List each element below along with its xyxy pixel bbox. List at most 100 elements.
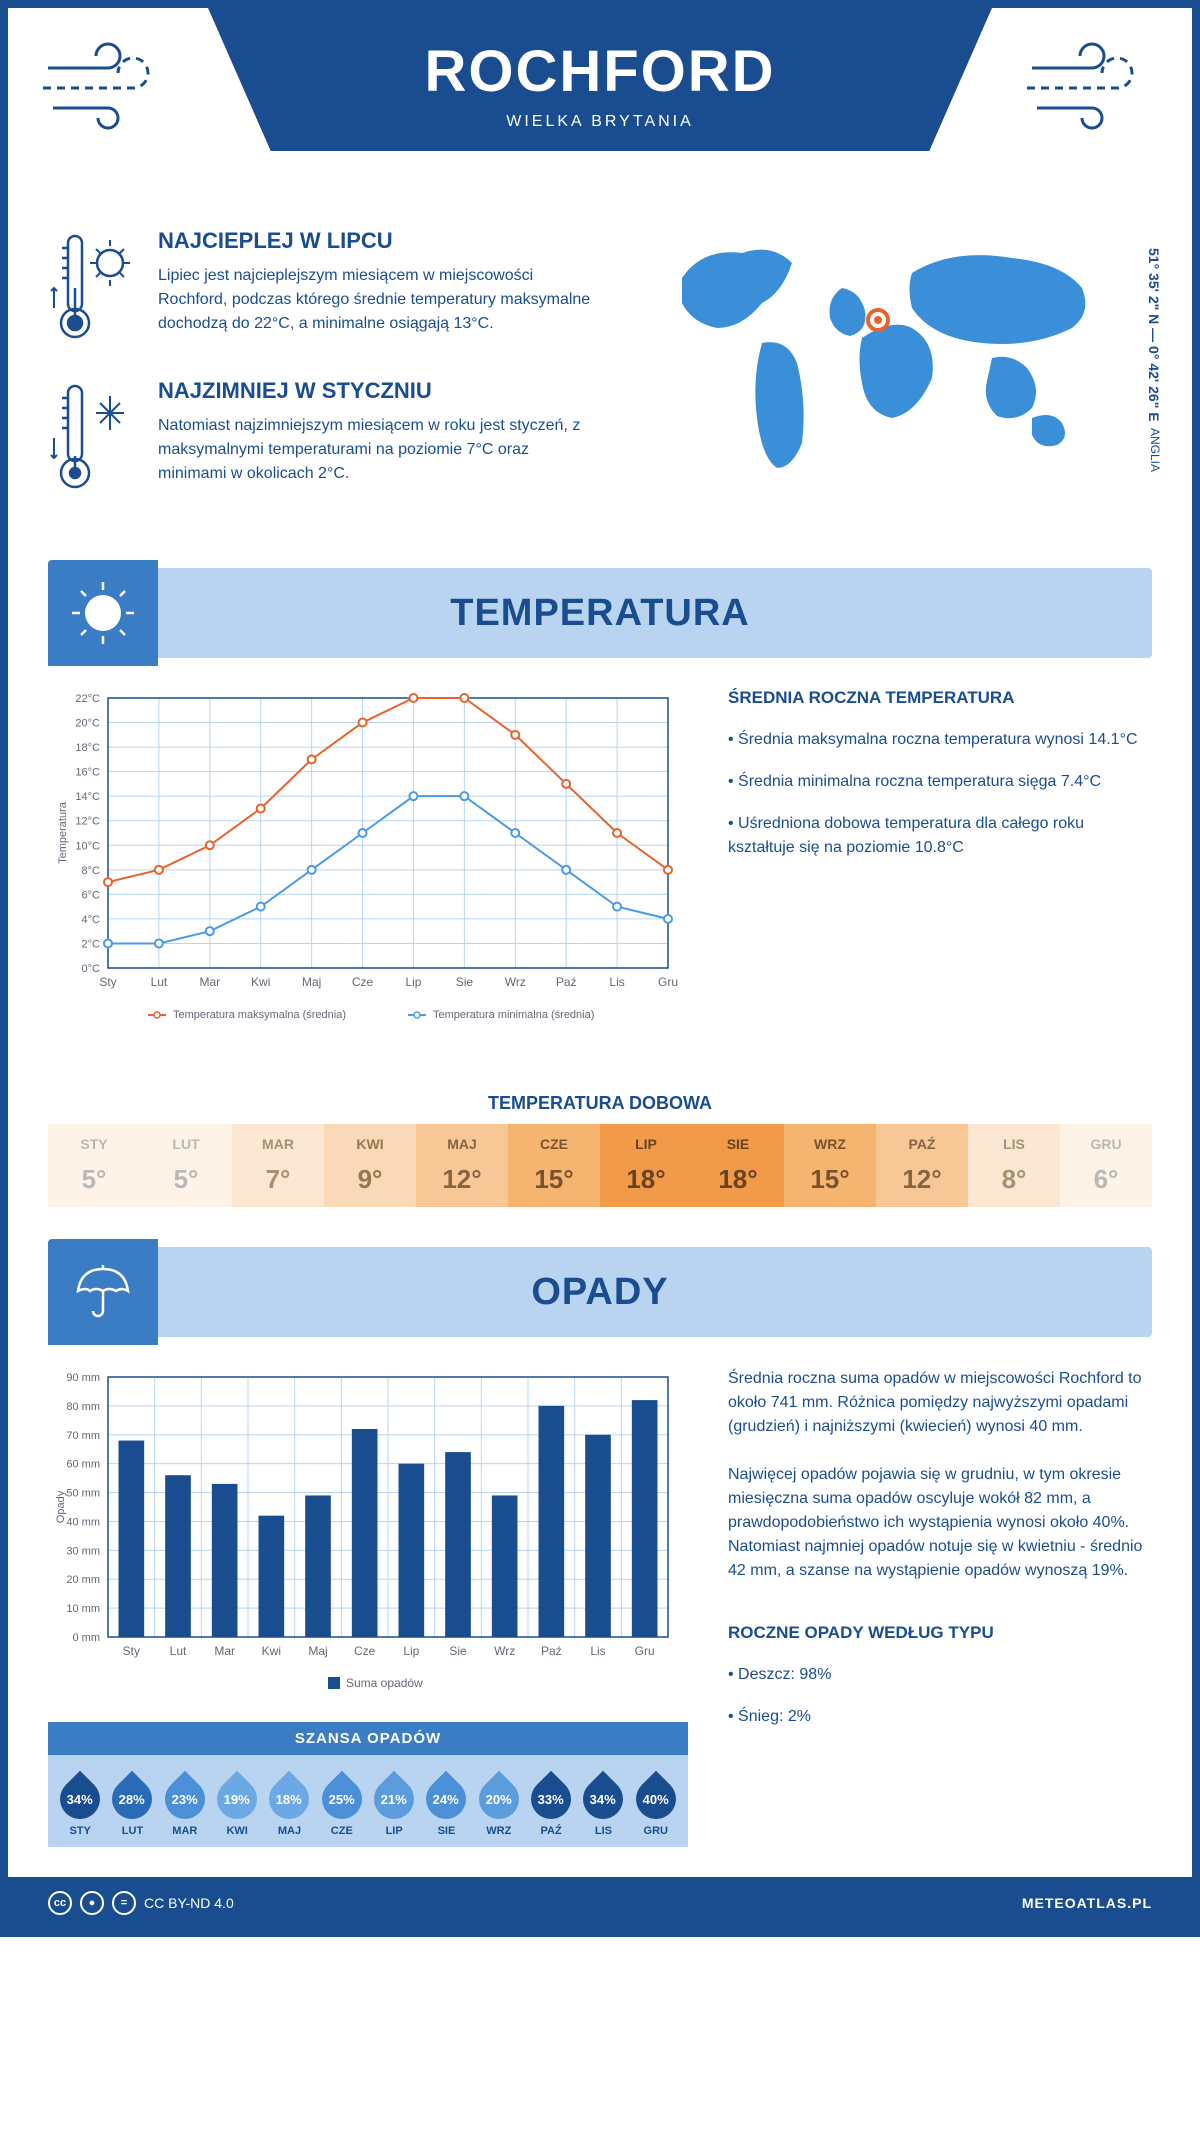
svg-text:Maj: Maj (308, 1644, 327, 1658)
hottest-text: Lipiec jest najcieplejszym miesiącem w m… (158, 264, 592, 336)
svg-text:Kwi: Kwi (251, 975, 270, 989)
svg-text:14°C: 14°C (75, 791, 100, 803)
svg-text:Gru: Gru (635, 1644, 655, 1658)
svg-text:22°C: 22°C (75, 693, 100, 705)
daily-temp-cell: STY5° (48, 1124, 140, 1207)
chance-drop: 28%LUT (106, 1769, 158, 1837)
svg-text:Suma opadów: Suma opadów (346, 1676, 423, 1690)
svg-text:Mar: Mar (214, 1644, 235, 1658)
thermometer-sun-icon (48, 228, 138, 348)
chance-drop: 20%WRZ (473, 1769, 525, 1837)
svg-text:0°C: 0°C (82, 963, 101, 975)
chance-drop: 25%CZE (316, 1769, 368, 1837)
svg-text:Sie: Sie (449, 1644, 467, 1658)
svg-text:10°C: 10°C (75, 840, 100, 852)
svg-text:Cze: Cze (354, 1644, 376, 1658)
temperature-title: TEMPERATURA (450, 592, 750, 635)
coordinates: 51° 35' 2" N — 0° 42' 26" E (1146, 248, 1162, 422)
chance-drop: 33%PAŹ (525, 1769, 577, 1837)
rain-paragraph: Średnia roczna suma opadów w miejscowośc… (728, 1367, 1152, 1439)
daily-temp-cell: SIE18° (692, 1124, 784, 1207)
svg-text:Wrz: Wrz (505, 975, 526, 989)
chance-drop: 21%LIP (368, 1769, 420, 1837)
world-map: 51° 35' 2" N — 0° 42' 26" E ANGLIA (632, 228, 1152, 528)
svg-text:Opady: Opady (55, 1490, 67, 1523)
daily-temp-cell: GRU6° (1060, 1124, 1152, 1207)
daily-temp-title: TEMPERATURA DOBOWA (8, 1093, 1192, 1114)
site-name: METEOATLAS.PL (1022, 1895, 1152, 1911)
temperature-summary: ŚREDNIA ROCZNA TEMPERATURA • Średnia mak… (728, 688, 1152, 1043)
svg-text:Temperatura minimalna (średnia: Temperatura minimalna (średnia) (433, 1009, 594, 1021)
svg-text:18°C: 18°C (75, 742, 100, 754)
daily-temp-cell: PAŹ12° (876, 1124, 968, 1207)
svg-text:Gru: Gru (658, 975, 678, 989)
temp-bullet: • Średnia maksymalna roczna temperatura … (728, 728, 1152, 752)
svg-text:Kwi: Kwi (262, 1644, 281, 1658)
daily-temp-cell: LUT5° (140, 1124, 232, 1207)
daily-temp-cell: LIS8° (968, 1124, 1060, 1207)
city-name: ROCHFORD (208, 38, 992, 105)
svg-text:90 mm: 90 mm (66, 1372, 100, 1384)
title-banner: ROCHFORD WIELKA BRYTANIA (208, 8, 992, 151)
svg-text:Sie: Sie (456, 975, 474, 989)
svg-text:Sty: Sty (99, 975, 116, 989)
svg-text:30 mm: 30 mm (66, 1545, 100, 1557)
svg-text:Paź: Paź (541, 1644, 562, 1658)
daily-temp-cell: KWI9° (324, 1124, 416, 1207)
svg-text:4°C: 4°C (82, 914, 101, 926)
svg-text:2°C: 2°C (82, 938, 101, 950)
svg-text:50 mm: 50 mm (66, 1488, 100, 1500)
svg-text:Lut: Lut (170, 1644, 187, 1658)
chance-drop: 23%MAR (159, 1769, 211, 1837)
svg-text:6°C: 6°C (82, 889, 101, 901)
precipitation-chart: 0 mm10 mm20 mm30 mm40 mm50 mm60 mm70 mm8… (48, 1367, 688, 1702)
daily-temp-cell: LIP18° (600, 1124, 692, 1207)
country-name: WIELKA BRYTANIA (208, 113, 992, 131)
hottest-title: NAJCIEPLEJ W LIPCU (158, 228, 592, 254)
svg-text:16°C: 16°C (75, 767, 100, 779)
svg-text:8°C: 8°C (82, 865, 101, 877)
chance-drop: 24%SIE (420, 1769, 472, 1837)
svg-text:Lut: Lut (151, 975, 168, 989)
svg-text:0 mm: 0 mm (73, 1632, 101, 1644)
header: ROCHFORD WIELKA BRYTANIA (8, 8, 1192, 208)
svg-text:20°C: 20°C (75, 718, 100, 730)
svg-text:70 mm: 70 mm (66, 1430, 100, 1442)
nd-icon: = (112, 1891, 136, 1915)
wind-icon (1022, 38, 1162, 138)
rain-type-title: ROCZNE OPADY WEDŁUG TYPU (728, 1623, 1152, 1643)
by-icon: ● (80, 1891, 104, 1915)
svg-text:Lis: Lis (590, 1644, 605, 1658)
daily-temp-cell: WRZ15° (784, 1124, 876, 1207)
rain-type-bullet: • Śnieg: 2% (728, 1705, 1152, 1729)
temperature-section-header: TEMPERATURA (48, 568, 1152, 658)
chance-drop: 19%KWI (211, 1769, 263, 1837)
daily-temp-cell: CZE15° (508, 1124, 600, 1207)
svg-text:Lis: Lis (609, 975, 624, 989)
umbrella-icon (48, 1239, 158, 1345)
region-label: ANGLIA (1148, 428, 1162, 472)
coldest-title: NAJZIMNIEJ W STYCZNIU (158, 378, 592, 404)
svg-text:Lip: Lip (405, 975, 421, 989)
temp-bullet: • Uśredniona dobowa temperatura dla całe… (728, 812, 1152, 860)
rain-type-bullet: • Deszcz: 98% (728, 1663, 1152, 1687)
svg-text:Temperatura maksymalna (średni: Temperatura maksymalna (średnia) (173, 1009, 346, 1021)
daily-temp-cell: MAR7° (232, 1124, 324, 1207)
svg-text:20 mm: 20 mm (66, 1574, 100, 1586)
chance-title: SZANSA OPADÓW (48, 1722, 688, 1755)
svg-text:Lip: Lip (403, 1644, 419, 1658)
rain-paragraph: Najwięcej opadów pojawia się w grudniu, … (728, 1463, 1152, 1583)
coldest-text: Natomiast najzimniejszym miesiącem w rok… (158, 414, 592, 486)
svg-text:Paź: Paź (556, 975, 577, 989)
temp-bullet: • Średnia minimalna roczna temperatura s… (728, 770, 1152, 794)
svg-text:40 mm: 40 mm (66, 1516, 100, 1528)
svg-text:Cze: Cze (352, 975, 374, 989)
svg-text:Sty: Sty (123, 1644, 140, 1658)
cc-icon: cc (48, 1891, 72, 1915)
svg-text:10 mm: 10 mm (66, 1603, 100, 1615)
precipitation-chance-box: SZANSA OPADÓW 34%STY28%LUT23%MAR19%KWI18… (48, 1722, 688, 1847)
temp-summary-title: ŚREDNIA ROCZNA TEMPERATURA (728, 688, 1152, 708)
precipitation-section-header: OPADY (48, 1247, 1152, 1337)
svg-text:Mar: Mar (199, 975, 220, 989)
chance-drop: 34%STY (54, 1769, 106, 1837)
